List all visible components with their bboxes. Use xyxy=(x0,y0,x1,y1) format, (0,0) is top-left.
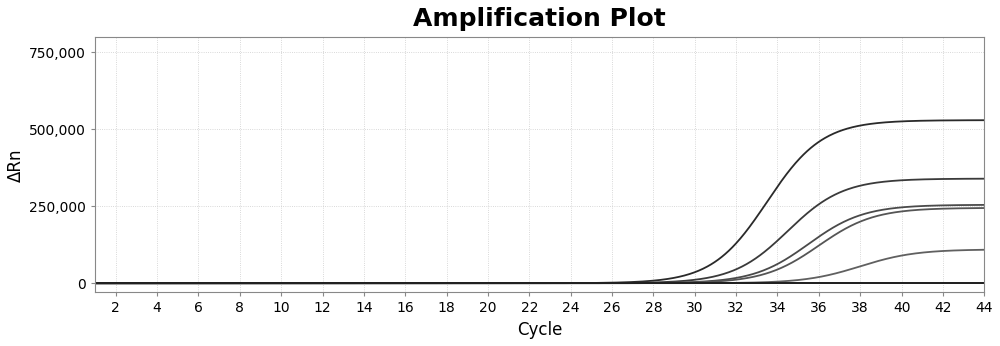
Title: Amplification Plot: Amplification Plot xyxy=(413,7,666,31)
X-axis label: Cycle: Cycle xyxy=(517,321,562,339)
Y-axis label: ΔRn: ΔRn xyxy=(7,148,25,182)
